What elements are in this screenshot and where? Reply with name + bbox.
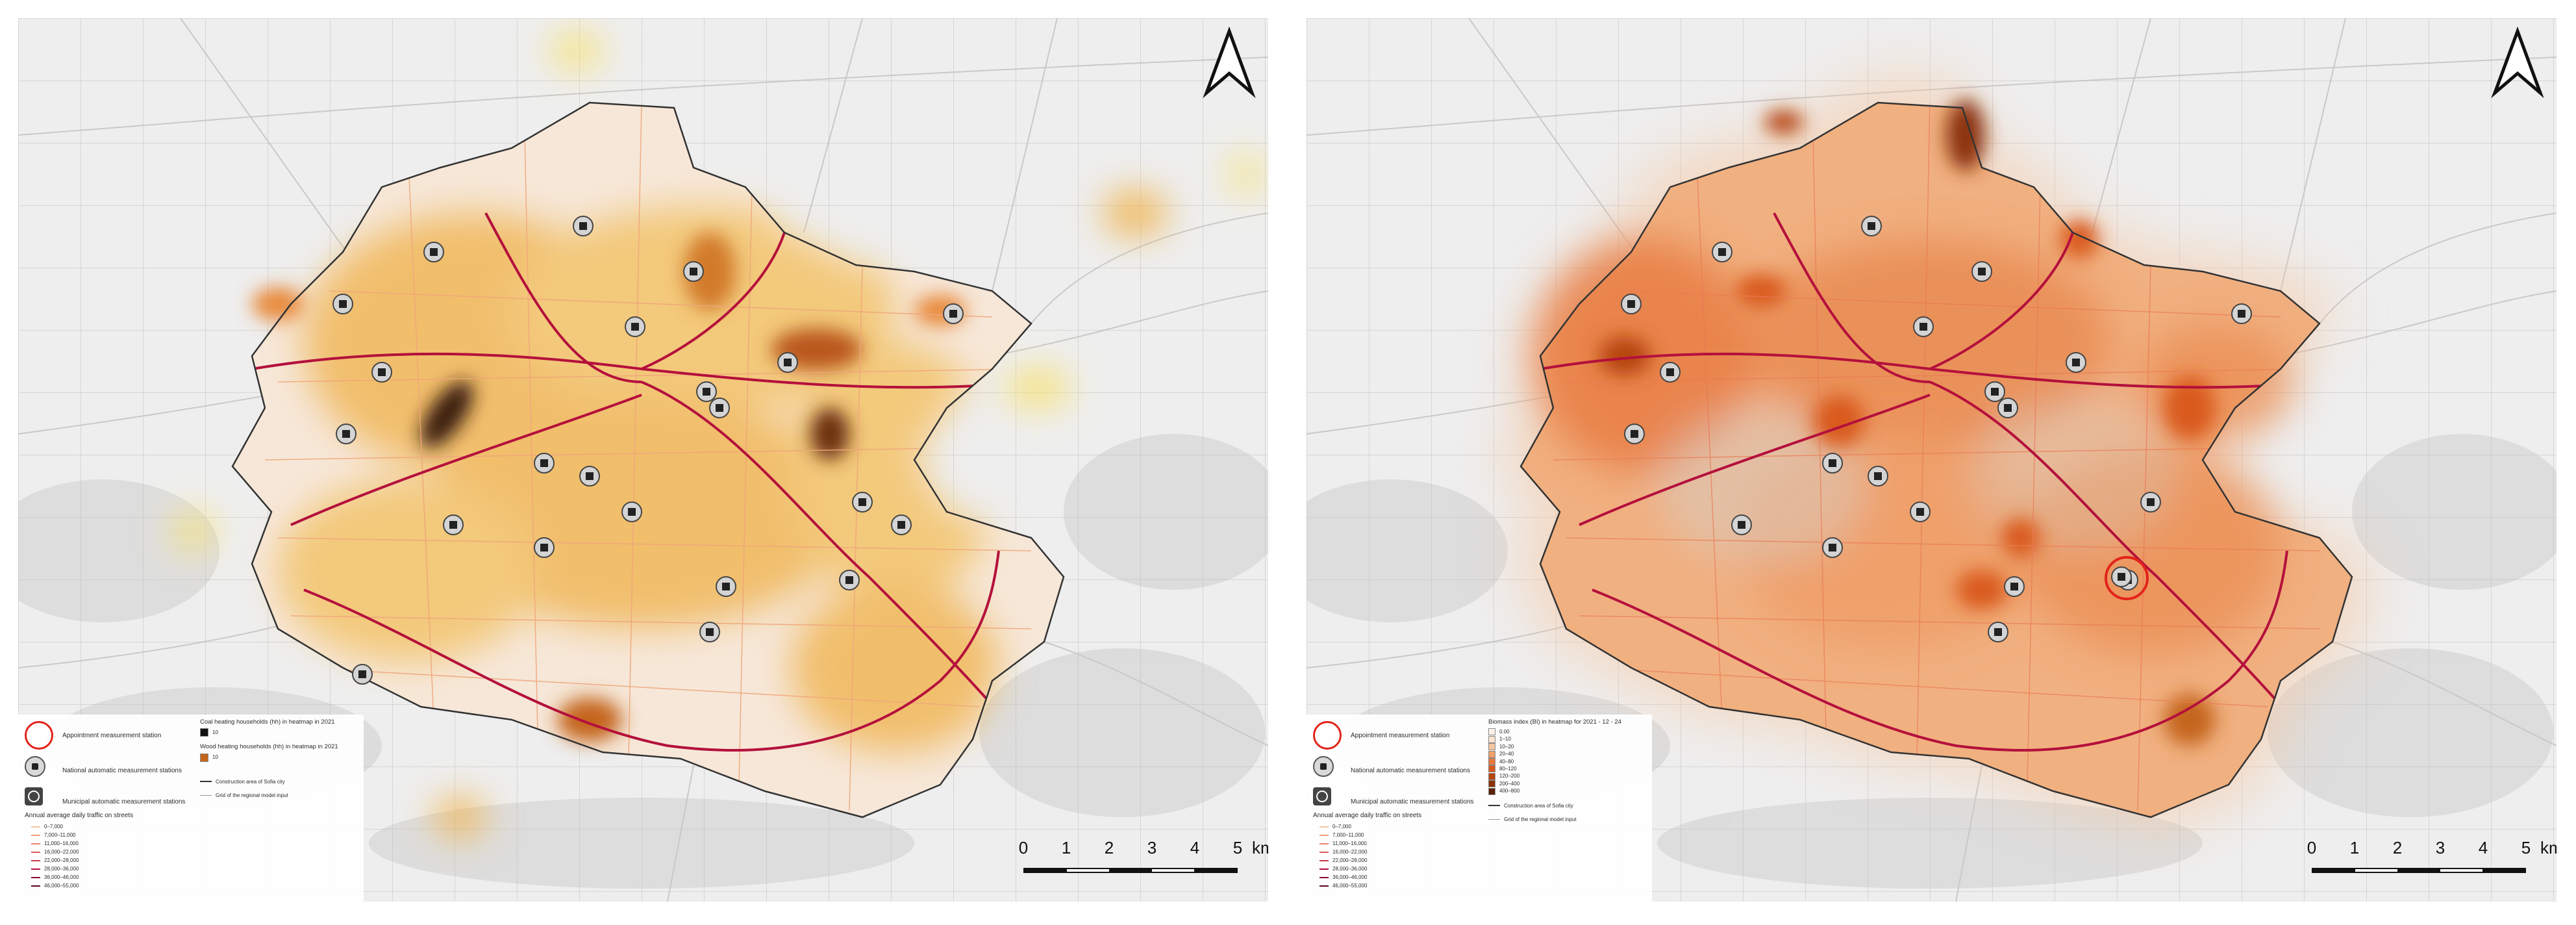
municipal-station-icon bbox=[1313, 787, 1331, 805]
heat-class: 80–120 bbox=[1499, 765, 1517, 772]
traffic-class: 7,000–11,000 bbox=[44, 832, 76, 838]
traffic-class: 46,000–55,000 bbox=[1332, 883, 1368, 889]
traffic-class: 22,000–28,000 bbox=[1332, 857, 1368, 863]
heat-class: 400–800 bbox=[1499, 788, 1520, 794]
heat-class: 1–10 bbox=[1499, 736, 1511, 742]
appointment-station-icon bbox=[25, 721, 53, 750]
legend-row-national: National automatic measurement stations bbox=[25, 756, 182, 785]
national-station-icon bbox=[1621, 216, 2252, 642]
legend-label-national: National automatic measurement stations bbox=[1351, 767, 1470, 774]
scale-bar-left: 0 1 2 3 4 5 km bbox=[1019, 838, 1268, 877]
heat-class-wood: 10 bbox=[212, 754, 218, 761]
municipal-station-icon bbox=[25, 787, 43, 805]
legend-row-appointment: Appointment measurement station bbox=[1313, 721, 1449, 750]
heat-class: 20–40 bbox=[1499, 751, 1514, 757]
heat-class: 200–400 bbox=[1499, 780, 1520, 787]
traffic-class: 7,000–11,000 bbox=[1332, 832, 1364, 838]
traffic-class: 16,000–22,000 bbox=[1332, 849, 1368, 855]
traffic-class: 22,000–28,000 bbox=[44, 857, 79, 863]
scale-tick: 5 bbox=[1232, 838, 1243, 857]
traffic-class: 11,000–16,000 bbox=[1332, 841, 1367, 846]
scale-tick: 4 bbox=[2478, 838, 2488, 857]
heat-title-biomass: Biomass index (BI) in heatmap for 2021 -… bbox=[1488, 718, 1621, 726]
heat-class: 120–200 bbox=[1499, 773, 1520, 779]
legend-label-municipal: Municipal automatic measurement stations bbox=[1351, 798, 1474, 805]
scale-tick: 2 bbox=[2392, 838, 2403, 857]
traffic-class: 16,000–22,000 bbox=[44, 849, 79, 855]
traffic-class: 0–7,000 bbox=[1332, 824, 1351, 830]
traffic-class: 36,000–46,000 bbox=[1332, 874, 1368, 880]
heat-legend-left: Coal heating households (hh) in heatmap … bbox=[200, 718, 338, 800]
legend-row-traffic-title: Annual average daily traffic on streets bbox=[1313, 812, 1421, 819]
legend-row-appointment: Appointment measurement station bbox=[25, 721, 161, 750]
appointment-station-marker bbox=[2105, 556, 2149, 600]
scale-tick: 1 bbox=[2349, 838, 2360, 857]
scale-unit: km bbox=[1252, 838, 1268, 857]
traffic-class: 0–7,000 bbox=[44, 824, 63, 830]
legend-label-grid: Grid of the regional model input bbox=[216, 792, 288, 798]
legend-label-traffic: Annual average daily traffic on streets bbox=[1313, 812, 1422, 819]
scale-tick: 0 bbox=[1018, 838, 1029, 857]
legend-row-traffic-title: Annual average daily traffic on streets bbox=[25, 812, 133, 819]
traffic-class: 11,000–16,000 bbox=[44, 841, 79, 846]
north-arrow-icon bbox=[2491, 26, 2544, 99]
scale-tick: 5 bbox=[2521, 838, 2531, 857]
heat-class: 0.00 bbox=[1499, 729, 1510, 735]
scale-track bbox=[1023, 868, 1238, 873]
scale-unit: km bbox=[2540, 838, 2557, 857]
scale-tick: 3 bbox=[2435, 838, 2445, 857]
heat-title-wood: Wood heating households (hh) in heatmap … bbox=[200, 743, 338, 751]
heat-class-coal: 10 bbox=[212, 729, 218, 735]
scale-tick: 1 bbox=[1061, 838, 1071, 857]
legend-label-municipal: Municipal automatic measurement stations bbox=[62, 798, 186, 805]
scale-tick: 0 bbox=[2307, 838, 2317, 857]
map-legend-left: Appointment measurement station National… bbox=[18, 715, 364, 902]
heat-class: 10–20 bbox=[1499, 743, 1514, 750]
legend-label-appointment: Appointment measurement station bbox=[1351, 731, 1450, 739]
scale-tick: 4 bbox=[1190, 838, 1200, 857]
map-legend-right: Appointment measurement station National… bbox=[1307, 715, 1652, 902]
legend-label-construction: Construction area of Sofia city bbox=[1504, 802, 1573, 809]
heat-legend-right: Biomass index (BI) in heatmap for 2021 -… bbox=[1488, 718, 1621, 824]
city-boundary bbox=[231, 101, 1065, 818]
legend-label-national: National automatic measurement stations bbox=[62, 767, 182, 774]
legend-label-appointment: Appointment measurement station bbox=[62, 731, 162, 739]
scale-tick: 3 bbox=[1147, 838, 1157, 857]
scale-track bbox=[2312, 868, 2526, 873]
traffic-class: 28,000–36,000 bbox=[1332, 866, 1368, 872]
legend-row-municipal: Municipal automatic measurement stations bbox=[25, 787, 186, 816]
map-panel-left: Appointment measurement station National… bbox=[18, 18, 1268, 902]
national-station-icon bbox=[25, 756, 45, 777]
scale-bar-right: 0 1 2 3 4 5 km bbox=[2307, 838, 2557, 877]
traffic-class-list-left: 0–7,000 7,000–11,000 11,000–16,000 16,00… bbox=[31, 822, 79, 890]
national-station-icon bbox=[1313, 756, 1334, 777]
legend-row-national: National automatic measurement stations bbox=[1313, 756, 1470, 785]
scale-tick: 2 bbox=[1104, 838, 1114, 857]
city-boundary bbox=[1519, 101, 2353, 818]
traffic-class: 36,000–46,000 bbox=[44, 874, 79, 880]
traffic-class: 28,000–36,000 bbox=[44, 866, 79, 872]
legend-label-grid: Grid of the regional model input bbox=[1504, 816, 1577, 822]
north-arrow-icon bbox=[1203, 26, 1256, 99]
traffic-class: 46,000–55,000 bbox=[44, 883, 79, 889]
traffic-class-list-right: 0–7,000 7,000–11,000 11,000–16,000 16,00… bbox=[1319, 822, 1367, 890]
legend-row-municipal: Municipal automatic measurement stations bbox=[1313, 787, 1474, 816]
heat-class: 40–80 bbox=[1499, 758, 1514, 765]
heat-title-coal: Coal heating households (hh) in heatmap … bbox=[200, 718, 335, 726]
legend-label-construction: Construction area of Sofia city bbox=[216, 778, 285, 785]
appointment-station-icon bbox=[1313, 721, 1342, 750]
map-panel-right: Appointment measurement station National… bbox=[1307, 18, 2557, 902]
legend-label-traffic: Annual average daily traffic on streets bbox=[25, 812, 134, 819]
national-station-icon bbox=[332, 216, 964, 685]
